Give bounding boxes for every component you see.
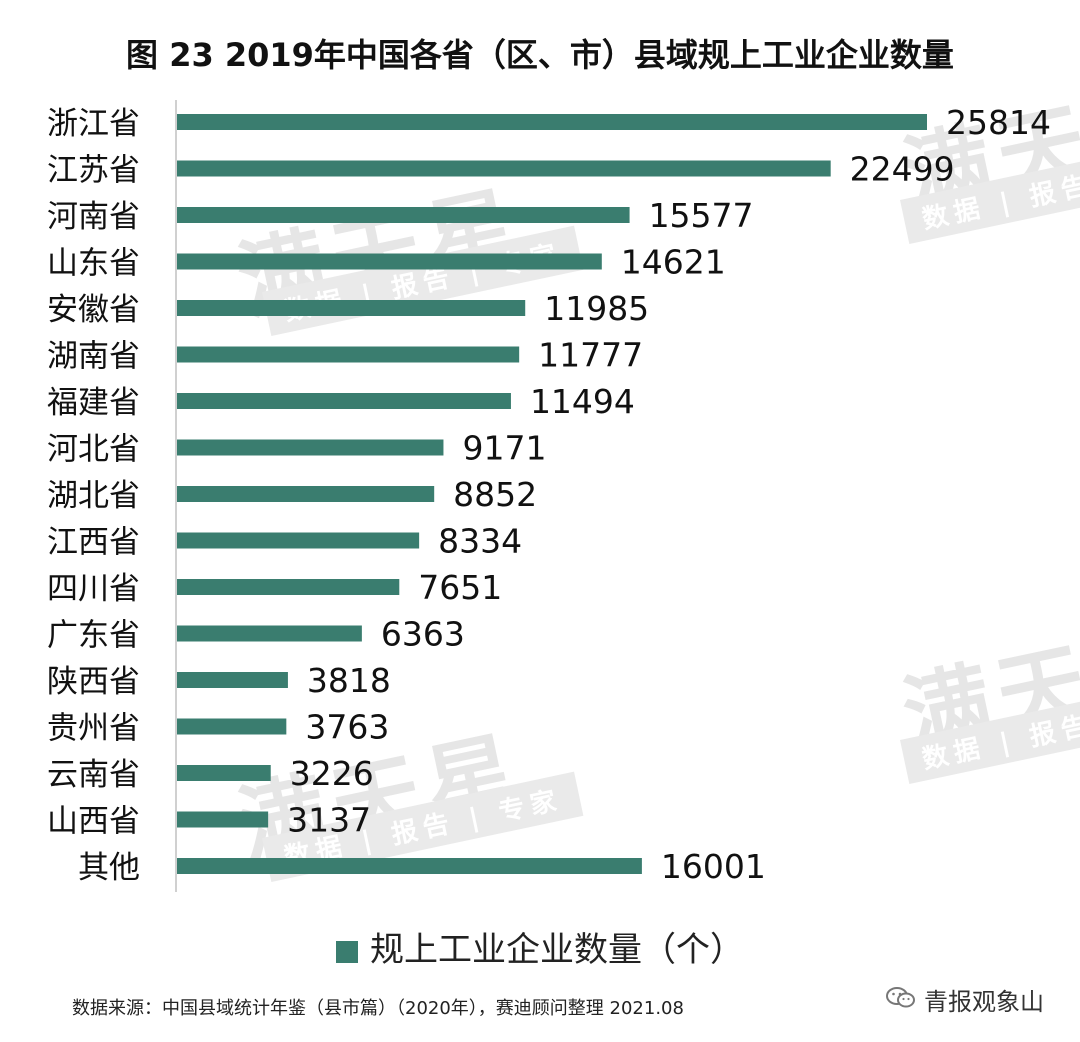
category-label: 山西省 xyxy=(47,804,140,840)
category-label: 云南省 xyxy=(47,757,140,793)
data-label: 16001 xyxy=(661,847,766,886)
bar xyxy=(177,439,444,456)
category-label: 河北省 xyxy=(47,432,140,468)
legend: 规上工业企业数量（个） xyxy=(0,922,1080,971)
bar xyxy=(177,625,362,642)
bar xyxy=(177,486,435,502)
category-label: 浙江省 xyxy=(47,106,140,142)
bar xyxy=(177,207,630,223)
chart-title: 图 23 2019年中国各省（区、市）县域规上工业企业数量 xyxy=(126,36,954,74)
category-label: 湖南省 xyxy=(47,339,140,375)
data-label: 6363 xyxy=(381,615,465,654)
data-label: 8852 xyxy=(453,475,537,514)
data-label: 3226 xyxy=(290,754,374,793)
category-label: 四川省 xyxy=(47,571,140,607)
bar xyxy=(177,718,287,735)
wechat-label: 青报观象山 xyxy=(924,988,1044,1016)
bar xyxy=(177,393,511,409)
bar xyxy=(177,858,642,874)
wechat-account: 青报观象山 xyxy=(886,982,1044,1017)
bar xyxy=(177,300,526,316)
data-label: 7651 xyxy=(418,568,502,607)
bar xyxy=(177,114,927,130)
bar xyxy=(177,672,288,688)
bar xyxy=(177,253,602,270)
bar xyxy=(177,765,271,781)
data-label: 9171 xyxy=(462,429,546,468)
data-label: 11494 xyxy=(530,382,635,421)
data-label: 3137 xyxy=(287,801,371,840)
data-label: 15577 xyxy=(649,196,754,235)
data-label: 25814 xyxy=(946,103,1051,142)
wechat-icon xyxy=(886,986,916,1016)
category-label: 山东省 xyxy=(47,246,140,282)
bar xyxy=(177,532,420,549)
legend-label: 规上工业企业数量（个） xyxy=(370,930,744,970)
category-label: 陕西省 xyxy=(47,664,140,700)
bar xyxy=(177,579,400,595)
category-label: 贵州省 xyxy=(47,711,140,747)
category-label: 安徽省 xyxy=(47,292,140,328)
data-label: 8334 xyxy=(438,522,522,561)
legend-swatch xyxy=(336,941,358,963)
category-label: 福建省 xyxy=(47,385,140,421)
data-label: 11777 xyxy=(538,336,643,375)
bar xyxy=(177,160,831,177)
bar xyxy=(177,346,520,363)
data-label: 22499 xyxy=(850,150,955,189)
category-label: 江苏省 xyxy=(47,153,140,189)
data-label: 11985 xyxy=(544,289,649,328)
bar xyxy=(177,811,269,828)
category-label: 河南省 xyxy=(47,199,140,235)
category-label: 广东省 xyxy=(47,618,140,654)
data-label: 3818 xyxy=(307,661,391,700)
category-label: 其他 xyxy=(78,850,140,886)
data-label: 14621 xyxy=(621,243,726,282)
source-note: 数据来源：中国县域统计年鉴（县市篇）（2020年），赛迪顾问整理 2021.08 xyxy=(72,998,684,1019)
data-label: 3763 xyxy=(305,708,389,747)
category-label: 湖北省 xyxy=(47,478,140,514)
category-label: 江西省 xyxy=(47,525,140,561)
